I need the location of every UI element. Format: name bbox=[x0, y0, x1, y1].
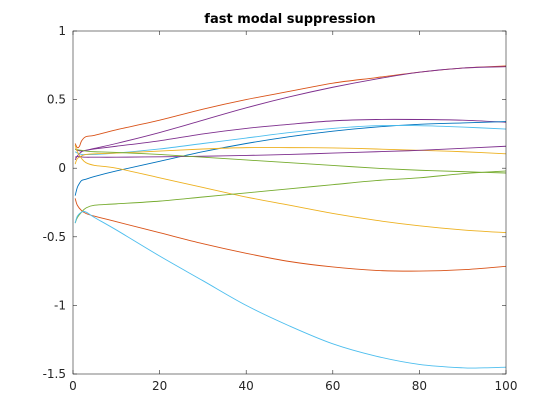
chart-title: fast modal suppression bbox=[204, 12, 375, 27]
y-tick-label: -1 bbox=[54, 298, 66, 312]
x-tick-label: 100 bbox=[495, 379, 518, 393]
series-line-1 bbox=[74, 65, 506, 149]
series-line-6 bbox=[74, 147, 506, 165]
axes-box bbox=[72, 30, 507, 375]
x-tick-label: 80 bbox=[412, 379, 427, 393]
y-tick-label: 0.5 bbox=[47, 93, 66, 107]
plot-area: 0 20 40 60 80 100 -1.5 -1 -0.5 0 0.5 1 bbox=[43, 24, 518, 393]
y-tick-label: -0.5 bbox=[43, 230, 66, 244]
series-line-10 bbox=[74, 170, 506, 224]
y-tick-label: 0 bbox=[58, 161, 66, 175]
series-line-12 bbox=[74, 211, 506, 369]
y-tick-label: -1.5 bbox=[43, 367, 66, 381]
series-line-5 bbox=[74, 124, 506, 156]
x-tick-label: 60 bbox=[325, 379, 340, 393]
series-line-9 bbox=[74, 144, 506, 234]
x-tick-label: 0 bbox=[69, 379, 77, 393]
x-tick-label: 20 bbox=[152, 379, 167, 393]
y-tick-label: 1 bbox=[58, 24, 66, 38]
series-line-8 bbox=[75, 148, 506, 174]
x-tick-label: 40 bbox=[239, 379, 254, 393]
series-line-7 bbox=[75, 145, 506, 158]
